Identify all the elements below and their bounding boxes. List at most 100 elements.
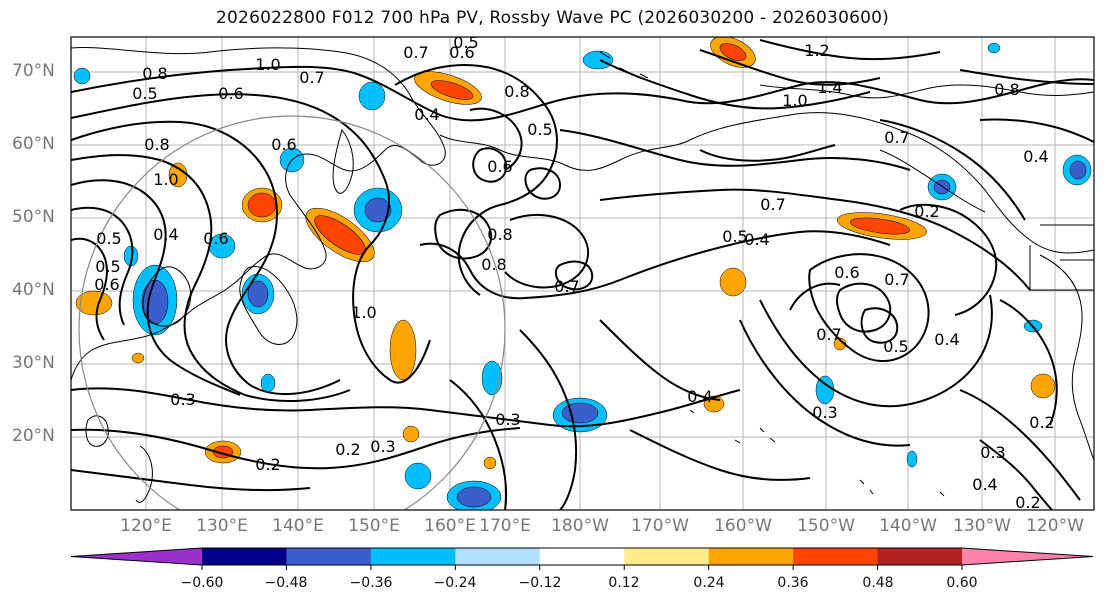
contour-label: 0.4	[934, 330, 959, 349]
contour-label: 0.8	[481, 255, 506, 274]
contour-label: 0.5	[132, 84, 157, 103]
contour-label: 1.4	[817, 78, 842, 97]
coastlines	[71, 47, 1094, 503]
anomaly-pos-14	[483, 456, 497, 470]
contour-label: 0.5	[96, 229, 121, 248]
contour-label: 0.5	[527, 120, 552, 139]
lon-label-160w: 160°W	[714, 516, 772, 536]
anomaly-pos-16	[131, 352, 145, 364]
contour-label: 0.2	[335, 440, 360, 459]
lon-label-150w: 150°W	[797, 516, 855, 536]
contour-label: 0.4	[1023, 147, 1048, 166]
anomaly-neg-5-core	[456, 486, 492, 508]
lon-label-120w: 120°W	[1026, 516, 1084, 536]
colorbar	[70, 547, 1094, 570]
anomaly-pos-2-core	[719, 43, 747, 61]
reference-circle	[78, 115, 506, 510]
contour-label: 0.6	[271, 135, 296, 154]
anomaly-neg-18	[73, 67, 91, 85]
anomaly-neg-1-core	[141, 279, 169, 325]
contour-label: 0.4	[153, 225, 178, 244]
contour-label: 0.6	[449, 43, 474, 62]
colorbar-segment	[708, 548, 794, 565]
contour-label: 0.2	[1015, 493, 1040, 512]
contour-label: 0.2	[1029, 413, 1054, 432]
colorbar-segment	[202, 548, 287, 565]
contour-label: 0.7	[816, 325, 841, 344]
contour-label: 0.3	[980, 443, 1005, 462]
lon-label-130w: 130°W	[953, 516, 1011, 536]
anomaly-pos-10	[719, 267, 747, 297]
colorbar-extend-low	[71, 548, 202, 565]
colorbar-tick-label: −0.12	[518, 575, 562, 591]
contour-label: 0.6	[218, 84, 243, 103]
contour-label: 0.7	[403, 43, 428, 62]
contour-label: 0.7	[760, 195, 785, 214]
contour-label: 0.4	[414, 105, 439, 124]
contour-label: 0.5	[95, 257, 120, 276]
lat-label-30n: 30°N	[12, 353, 55, 373]
contour-label: 0.5	[453, 33, 478, 52]
lon-label-120e: 120°E	[120, 516, 172, 536]
contour-label: 0.8	[487, 225, 512, 244]
contour-label: 0.3	[370, 437, 395, 456]
contour-label: 0.6	[203, 229, 228, 248]
lat-label-20n: 20°N	[12, 426, 55, 446]
colorbar-segment	[877, 548, 963, 565]
contour-label: 0.2	[255, 455, 280, 474]
anomaly-neg-17	[260, 373, 276, 393]
colorbar-tick-label: −0.24	[433, 575, 477, 591]
anomaly-pos-13	[402, 425, 420, 443]
contour-label: 0.4	[972, 475, 997, 494]
lat-label-50n: 50°N	[12, 207, 55, 227]
pv-contours	[71, 39, 1094, 510]
anomaly-neg-19	[987, 42, 1001, 54]
contour-label: 1.0	[153, 170, 178, 189]
anomaly-neg-8	[358, 81, 386, 111]
map-title: 2026022800 F012 700 hPa PV, Rossby Wave …	[216, 8, 889, 28]
contour-label: 0.8	[142, 64, 167, 83]
lon-label-170w: 170°W	[631, 516, 689, 536]
anomaly-pos-3-core	[247, 192, 277, 218]
contour-label: 0.3	[170, 390, 195, 409]
contour-label: 0.3	[495, 410, 520, 429]
anomaly-neg-4-core	[561, 402, 599, 424]
contour-label: 1.2	[804, 41, 829, 60]
colorbar-tick-label: 0.48	[862, 575, 894, 591]
lon-label-130e: 130°E	[196, 516, 248, 536]
anomaly-neg-3-core	[364, 197, 392, 223]
colorbar-segment	[624, 548, 710, 565]
contour-label: 0.7	[554, 277, 579, 296]
colorbar-tick-label: 0.36	[777, 575, 809, 591]
contour-label: 0.4	[687, 387, 712, 406]
contour-label: 0.2	[914, 202, 939, 221]
contour-label: 0.7	[299, 68, 324, 87]
contour-label: 0.8	[504, 82, 529, 101]
map-frame	[70, 36, 1095, 511]
lat-label-40n: 40°N	[12, 280, 55, 300]
lon-label-140e: 140°E	[272, 516, 324, 536]
colorbar-tick-label: 0.24	[693, 575, 725, 591]
contour-label: 1.0	[782, 91, 807, 110]
colorbar-segment	[370, 548, 456, 565]
contour-label: 0.4	[744, 230, 769, 249]
anomaly-neg-12	[404, 462, 432, 490]
anomaly-pos-5-core	[850, 217, 910, 235]
colorbar-tick-label: −0.36	[349, 575, 393, 591]
colorbar-tick-label: −0.60	[180, 575, 224, 591]
colorbar-tick-label: 0.12	[608, 575, 640, 591]
colorbar-tick-label: 0.60	[946, 575, 978, 591]
colorbar-segment	[539, 548, 625, 565]
contour-labels: 0.5 0.6 0.7 0.8 1.0 0.7 0.8 0.5 0.6 0.8 …	[94, 33, 1054, 512]
colorbar-segment	[286, 548, 372, 565]
contour-label: 0.6	[94, 275, 119, 294]
contour-label: 0.8	[144, 135, 169, 154]
contour-label: 1.0	[255, 55, 280, 74]
anomaly-pos-8	[75, 290, 113, 316]
contour-label: 0.3	[812, 403, 837, 422]
colorbar-segment	[455, 548, 541, 565]
lon-label-170e: 170°E	[479, 516, 531, 536]
anomaly-pos-11	[1030, 373, 1056, 399]
contour-label: 0.7	[884, 270, 909, 289]
